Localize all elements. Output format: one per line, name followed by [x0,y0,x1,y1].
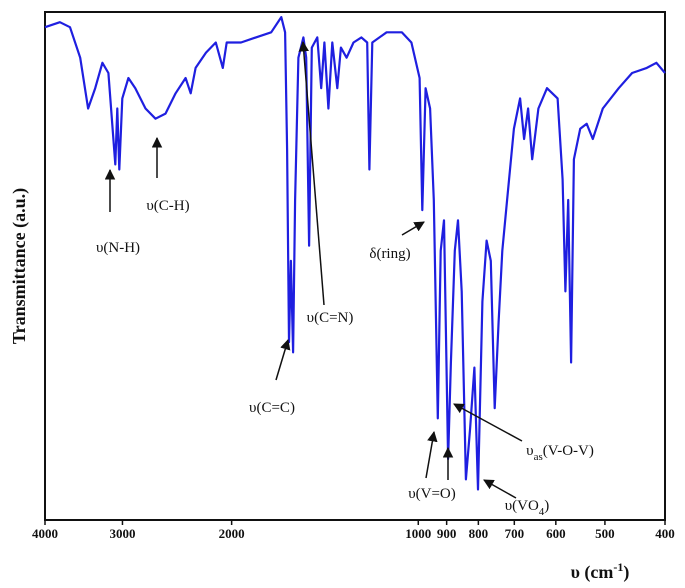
x-tick-label: 4000 [32,526,58,541]
annotation: υ(VO4) [505,498,550,518]
annotation: υ(V=O) [408,486,456,502]
annotation-arrow [453,403,523,442]
annotation-part: υ(N-H) [96,240,140,256]
annotation: υ(N-H) [96,240,140,256]
plot-frame [44,11,666,521]
annotation: υas(V-O-V) [526,443,594,463]
spectrum-line [44,16,666,491]
annotation-part: as [534,451,543,463]
annotation-part: υ(V=O) [408,486,456,502]
x-tick-label: 700 [505,526,525,541]
x-tick-label: 600 [546,526,566,541]
x-tick-label: 3000 [109,526,135,541]
x-axis-label-part: -1 [613,560,623,574]
x-tick-label: 400 [655,526,675,541]
annotation: υ(C-H) [146,198,189,214]
annotation-part: υ(C=C) [249,400,295,416]
annotation-arrow [275,338,291,381]
annotation-part: (V-O-V) [543,443,594,459]
x-tick-label: 1000 [405,526,431,541]
annotation: υ(C=C) [249,400,295,416]
x-tick-label: 2000 [219,526,245,541]
x-axis-label: υ (cm-1) [571,560,630,583]
annotation-part: ) [544,498,549,514]
annotation-arrow [425,430,438,479]
x-axis-label-part: ) [623,562,629,583]
annotation-arrow [401,221,425,236]
annotation: δ(ring) [369,246,410,262]
annotation-arrow [298,40,325,306]
x-tick-label: 800 [469,526,489,541]
x-tick-label: 500 [595,526,615,541]
annotation-part: υ(C=N) [307,310,354,326]
annotation-part: υ(C-H) [146,198,189,214]
annotation-part: δ(ring) [369,246,410,262]
annotation-part: υ(VO [505,498,539,514]
annotation: υ(C=N) [307,310,354,326]
y-axis-label: Transmittance (a.u.) [9,188,30,344]
x-axis-label-part: υ (cm [571,562,614,583]
x-tick-label: 900 [437,526,457,541]
annotation-part: 4 [539,506,545,518]
annotation-part: υ [526,443,533,459]
annotation-arrow [483,479,517,499]
